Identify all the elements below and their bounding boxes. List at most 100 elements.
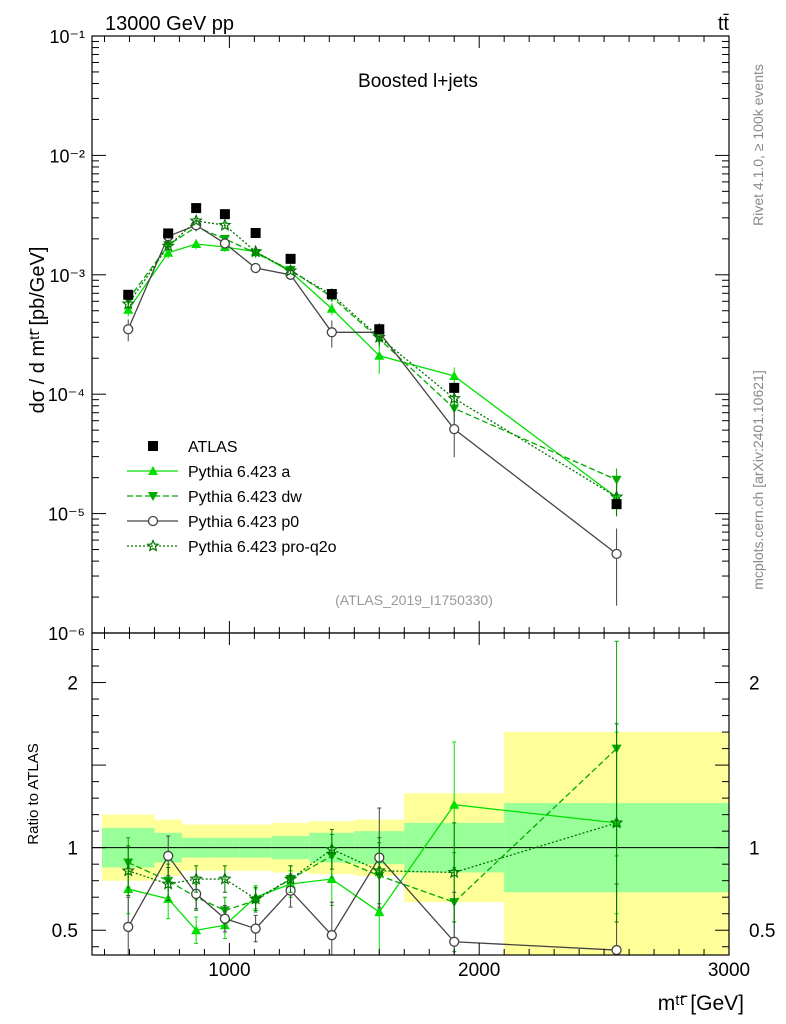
ratio-line	[127, 854, 617, 951]
ratio-series-curves	[121, 640, 624, 956]
ratio-marker	[449, 936, 460, 947]
legend: ATLAS Pythia 6.423 a Pythia 6.423 dw Pythia…	[127, 439, 337, 556]
series-line	[127, 224, 617, 555]
data-point	[326, 289, 337, 300]
legend-label: Pythia 6.423 p0	[188, 514, 299, 531]
y-tick-label: 10⁻⁴	[48, 385, 85, 405]
series-marker	[283, 263, 298, 277]
ratio-line	[128, 804, 617, 931]
ratio-marker	[283, 871, 298, 885]
rivet-label: Rivet 4.1.0, ≥ 100k events	[750, 64, 766, 226]
legend-label: ATLAS	[188, 439, 238, 456]
series-marker	[326, 303, 337, 313]
legend-marker	[146, 538, 160, 552]
y-tick-label: 10⁻²	[49, 146, 85, 166]
data-point	[163, 228, 174, 239]
series-marker	[163, 247, 174, 257]
series-marker	[123, 324, 134, 335]
ratio-marker	[326, 874, 337, 884]
data-point	[191, 203, 202, 214]
legend-label: Pythia 6.423 dw	[188, 489, 302, 506]
series-marker	[611, 475, 622, 485]
legend-label: Pythia 6.423 pro-q2o	[188, 539, 337, 556]
ratio-y-tick-label: 1	[67, 839, 78, 860]
ratio-y-tick-label-right: 2	[749, 674, 760, 695]
ratio-marker	[447, 865, 461, 879]
data-point	[374, 324, 385, 335]
ratio-frame	[91, 632, 730, 956]
y-axis-label-main: dσ / d mᵗᵗ̄ [pb/GeV]	[27, 247, 49, 414]
y-tick-label: 10⁻⁶	[48, 624, 85, 644]
ratio-uncertainty-bands	[92, 732, 729, 955]
data-point	[611, 499, 622, 510]
ratio-marker	[189, 871, 203, 885]
series-marker	[372, 330, 386, 343]
legend-marker	[148, 492, 158, 501]
ratio-marker	[161, 876, 175, 890]
series-marker	[191, 239, 202, 249]
main-series-curves	[121, 203, 624, 606]
analysis-label: (ATLAS_2019_I1750330)	[335, 592, 493, 608]
ratio-y-tick-label-right: 0.5	[749, 921, 775, 942]
legend-marker	[148, 441, 158, 451]
energy-label: 13000 GeV pp	[105, 13, 234, 35]
series-marker	[219, 238, 231, 249]
data-point	[285, 253, 296, 264]
ratio-y-tick-label: 0.5	[52, 921, 78, 942]
ratio-marker	[250, 923, 261, 934]
y-tick-label: 10⁻⁵	[48, 505, 85, 525]
data-point	[123, 289, 134, 300]
series-marker	[189, 213, 203, 227]
y-axis-label-ratio: Ratio to ATLAS	[25, 743, 42, 844]
ratio-marker	[326, 930, 337, 941]
ratio-marker	[123, 921, 134, 933]
ratio-y-tick-label-right: 1	[749, 839, 760, 860]
ratio-marker	[248, 891, 263, 905]
series-marker	[250, 262, 261, 274]
series-marker	[374, 350, 385, 360]
process-label: tt̄	[718, 13, 730, 35]
ratio-line	[127, 748, 618, 912]
ratio-line	[128, 822, 617, 900]
legend-label: Pythia 6.423 a	[188, 464, 290, 481]
series-marker	[248, 244, 263, 258]
y-tick-label: 10⁻¹	[49, 27, 85, 47]
series-marker	[121, 296, 135, 310]
x-tick-label: 1000	[208, 960, 250, 981]
ratio-marker	[325, 842, 339, 856]
legend-marker	[147, 515, 159, 527]
data-point	[219, 209, 230, 220]
ratio-marker	[218, 871, 232, 885]
ratio-marker	[191, 925, 202, 935]
series-marker	[447, 391, 461, 405]
ratio-marker	[219, 913, 231, 924]
chart-title: Boosted l+jets	[358, 71, 478, 92]
ratio-marker	[163, 850, 174, 862]
ratio-marker	[449, 799, 460, 809]
ratio-marker	[121, 863, 136, 877]
ratio-marker	[609, 815, 624, 829]
series-line	[127, 220, 617, 498]
axes: 1000 2000 3000 10⁻¹ 10⁻² 10⁻³ 10⁻⁴ 10⁻⁵ 10⁻⁶ 2 2 1 1…	[48, 27, 776, 981]
ratio-marker	[611, 944, 622, 956]
data-point	[449, 382, 460, 393]
series-marker	[449, 371, 460, 381]
x-tick-label: 2000	[458, 960, 500, 981]
series-line	[127, 243, 617, 498]
legend-marker	[148, 466, 158, 475]
x-tick-label: 3000	[708, 960, 750, 981]
series-marker	[218, 218, 232, 231]
ratio-marker	[372, 863, 387, 877]
series-marker	[449, 423, 460, 435]
series-marker	[161, 239, 175, 252]
mcplots-label: mcplots.cern.ch [arXiv:2401.10621]	[750, 370, 766, 589]
series-marker	[326, 327, 337, 338]
ratio-y-tick-label: 2	[67, 674, 78, 695]
series-marker	[611, 548, 622, 560]
x-axis-label: mᵗᵗ̄ [GeV]	[658, 992, 744, 1015]
ratio-marker	[374, 907, 385, 917]
data-point	[250, 227, 261, 238]
y-tick-label: 10⁻³	[49, 266, 85, 286]
